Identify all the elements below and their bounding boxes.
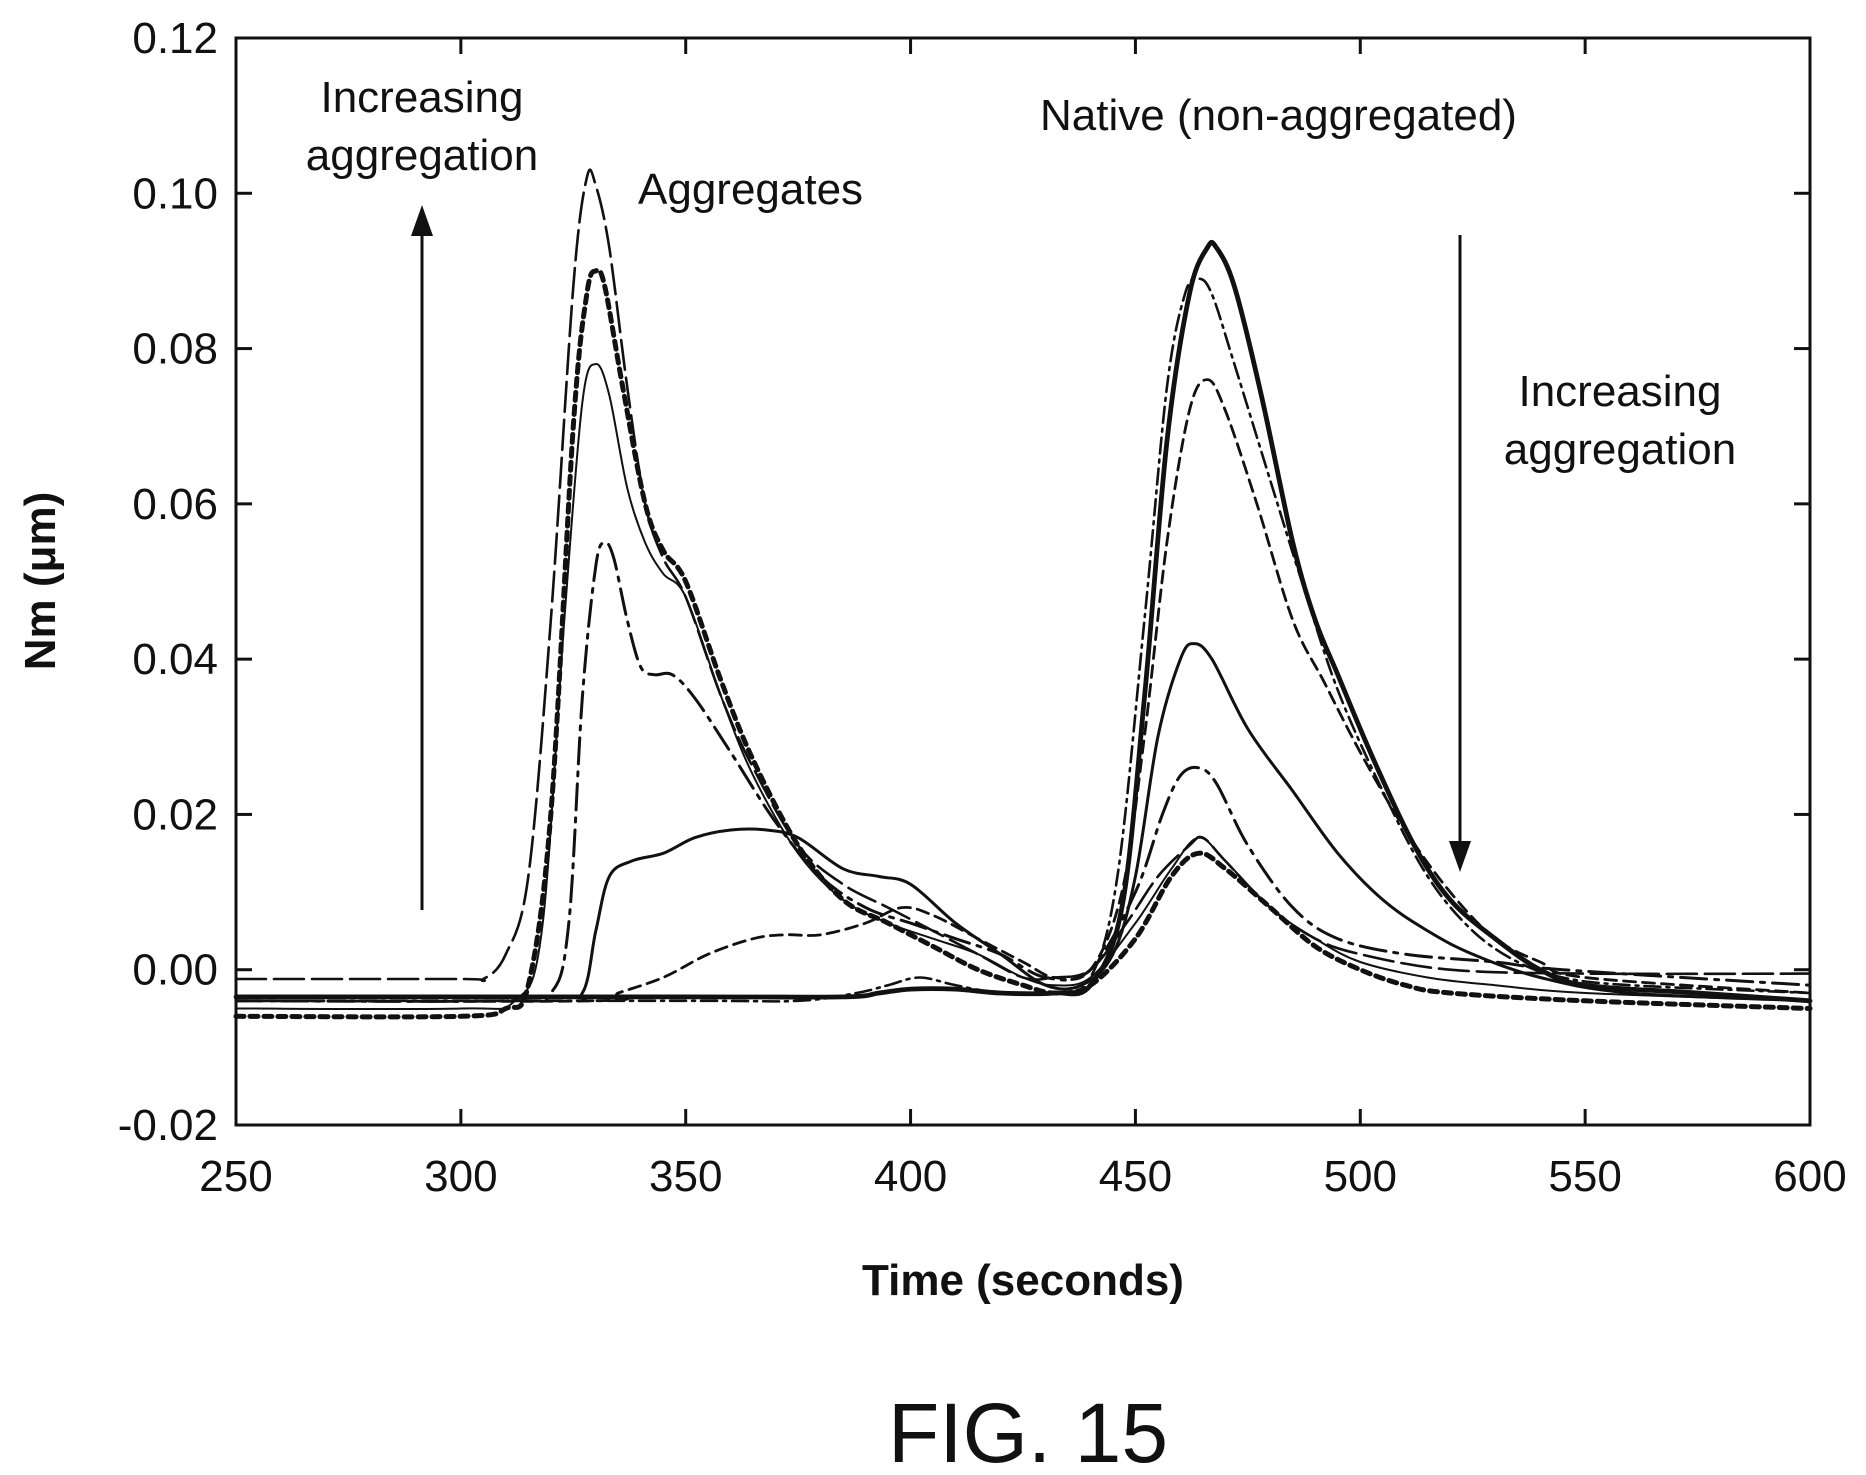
up-arrow	[411, 205, 433, 910]
series-line-4	[234, 540, 1812, 1003]
series-line-1	[234, 168, 1812, 983]
down-arrow	[1449, 235, 1471, 872]
series-group	[233, 168, 1813, 1020]
x-tick-label: 600	[1773, 1152, 1846, 1201]
y-tick-label: -0.02	[118, 1101, 218, 1150]
series-line-7	[234, 277, 1812, 1003]
x-tick-label: 350	[649, 1152, 722, 1201]
figure-label: FIG. 15	[888, 1386, 1168, 1475]
annotation-increasing-left-line1: Increasing	[320, 73, 523, 122]
annotation-increasing-right-line1: Increasing	[1518, 367, 1721, 416]
y-tick-label: 0.10	[132, 169, 218, 218]
series-line-2	[233, 267, 1813, 1020]
y-axis-title: Nm (μm)	[16, 492, 65, 670]
annotation-increasing-right-line2: aggregation	[1504, 425, 1736, 474]
x-tick-label: 250	[199, 1152, 272, 1201]
annotation-native: Native (non-aggregated)	[1040, 91, 1517, 140]
x-tick-label: 500	[1324, 1152, 1397, 1201]
y-tick-label: 0.02	[132, 790, 218, 839]
x-tick-label: 400	[874, 1152, 947, 1201]
axis-ticks: 250 300 350 400 450 500 550 600 -0.02 0.00 0.02 0.0…	[118, 14, 1847, 1201]
series-line-8	[233, 239, 1813, 1004]
annotation-aggregates: Aggregates	[638, 165, 863, 214]
annotation-increasing-left-line2: aggregation	[306, 131, 538, 180]
x-tick-label: 450	[1099, 1152, 1172, 1201]
x-tick-label: 550	[1548, 1152, 1621, 1201]
x-tick-label: 300	[424, 1152, 497, 1201]
plot-frame	[234, 36, 1812, 1127]
series-line-5	[234, 642, 1812, 1003]
y-tick-label: 0.00	[132, 946, 218, 995]
y-tick-label: 0.12	[132, 14, 218, 63]
y-tick-label: 0.08	[132, 325, 218, 374]
x-axis-title: Time (seconds)	[862, 1256, 1184, 1305]
y-tick-label: 0.04	[132, 635, 218, 684]
series-line-3	[235, 363, 1811, 1011]
y-tick-label: 0.06	[132, 480, 218, 529]
